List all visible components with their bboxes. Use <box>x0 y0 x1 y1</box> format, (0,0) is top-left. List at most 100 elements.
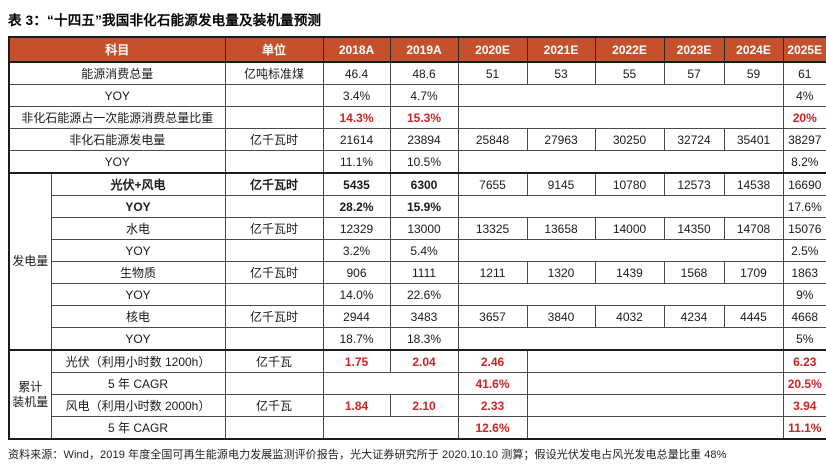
value-cell: 14.0% <box>322 283 391 306</box>
value-cell: 1568 <box>663 261 725 284</box>
table-header-row: 科目 单位 2018A 2019A 2020E 2021E 2022E 2023… <box>8 36 826 63</box>
table-row: YOY 18.7% 18.3% 5% <box>9 327 826 351</box>
value-cell: 5% <box>782 327 826 351</box>
table-row: 风电（利用小时数 2000h） 亿千瓦 1.84 2.10 2.33 3.94 <box>9 394 826 417</box>
unit-cell: 亿千瓦时 <box>224 305 324 328</box>
header-2022e: 2022E <box>594 36 665 63</box>
forecast-table: 科目 单位 2018A 2019A 2020E 2021E 2022E 2023… <box>8 36 826 440</box>
table-body: 能源消费总量 亿吨标准煤 46.4 48.6 51 53 55 57 59 61 YOY 3.4% 4.… <box>8 61 826 440</box>
value-cell: 2.5% <box>782 239 826 262</box>
unit-cell: 亿千瓦时 <box>224 172 324 196</box>
unit-cell: 亿千瓦时 <box>224 261 324 284</box>
value-cell: 48.6 <box>389 61 459 85</box>
value-cell: 8.2% <box>782 150 826 174</box>
value-cell: 1111 <box>389 261 459 284</box>
value-cell: 15.9% <box>389 195 459 218</box>
value-cell: 18.3% <box>389 327 459 351</box>
row-label: 非化石能源占一次能源消费总量比重 <box>8 106 226 129</box>
value-cell: 4445 <box>723 305 784 328</box>
header-2024e: 2024E <box>723 36 784 63</box>
header-2019a: 2019A <box>389 36 459 63</box>
value-cell: 3657 <box>457 305 528 328</box>
header-2018a: 2018A <box>322 36 391 63</box>
value-cell: 2.04 <box>389 349 459 373</box>
value-cell: 1.84 <box>322 394 391 417</box>
value-cell: 11.1% <box>322 150 391 174</box>
unit-cell: 亿吨标准煤 <box>224 61 324 85</box>
value-cell: 10780 <box>594 172 665 196</box>
unit-cell <box>224 239 324 262</box>
header-2025e: 2025E <box>782 36 826 63</box>
group-label: 发电量 <box>8 172 52 351</box>
value-cell: 3.4% <box>322 84 391 107</box>
value-cell: 10.5% <box>389 150 459 174</box>
table-row: 核电 亿千瓦时 2944 3483 3657 3840 4032 4234 4445 4668 <box>9 305 826 328</box>
value-cell: 23894 <box>389 128 459 151</box>
table-row: 水电 亿千瓦时 12329 13000 13325 13658 14000 14350 1470… <box>9 217 826 240</box>
value-cell: 12329 <box>322 217 391 240</box>
value-cell: 1320 <box>526 261 596 284</box>
table-row: YOY 28.2% 15.9% 17.6% <box>9 195 826 218</box>
value-cell: 20% <box>782 106 826 129</box>
value-cell: 17.6% <box>782 195 826 218</box>
value-cell: 13000 <box>389 217 459 240</box>
unit-cell <box>224 372 324 395</box>
value-cell: 13325 <box>457 217 528 240</box>
unit-cell <box>224 195 324 218</box>
value-cell: 4668 <box>782 305 826 328</box>
unit-cell <box>224 106 324 129</box>
value-cell <box>457 327 784 351</box>
value-cell: 14000 <box>594 217 665 240</box>
unit-cell <box>224 283 324 306</box>
header-subject: 科目 <box>8 36 226 63</box>
value-cell: 15.3% <box>389 106 459 129</box>
unit-cell: 亿千瓦 <box>224 349 324 373</box>
unit-cell: 亿千瓦 <box>224 394 324 417</box>
value-cell <box>457 106 784 129</box>
header-2020e: 2020E <box>457 36 528 63</box>
value-cell: 4% <box>782 84 826 107</box>
value-cell: 32724 <box>663 128 725 151</box>
table-row: YOY 3.4% 4.7% 4% <box>8 84 826 107</box>
row-label: YOY <box>8 84 226 107</box>
value-cell: 15076 <box>782 217 826 240</box>
value-cell: 12.6% <box>457 416 528 440</box>
value-cell <box>526 349 784 373</box>
table-row: YOY 3.2% 5.4% 2.5% <box>9 239 826 262</box>
value-cell <box>457 150 784 174</box>
table-row: 生物质 亿千瓦时 906 1111 1211 1320 1439 1568 1709 1863 <box>9 261 826 284</box>
value-cell <box>457 239 784 262</box>
value-cell: 14708 <box>723 217 784 240</box>
unit-cell <box>224 84 324 107</box>
unit-cell: 亿千瓦时 <box>224 217 324 240</box>
value-cell: 18.7% <box>322 327 391 351</box>
value-cell: 57 <box>663 61 725 85</box>
unit-cell <box>224 150 324 174</box>
value-cell: 25848 <box>457 128 528 151</box>
row-label: 5 年 CAGR <box>50 416 226 440</box>
value-cell: 14.3% <box>322 106 391 129</box>
value-cell: 59 <box>723 61 784 85</box>
table-title: 表 3：“十四五”我国非化石能源发电量及装机量预测 <box>8 13 322 28</box>
value-cell: 2.33 <box>457 394 528 417</box>
row-label: YOY <box>50 283 226 306</box>
value-cell <box>322 416 459 440</box>
row-label: YOY <box>50 239 226 262</box>
row-label: 能源消费总量 <box>8 61 226 85</box>
value-cell: 30250 <box>594 128 665 151</box>
table-row: 非化石能源发电量 亿千瓦时 21614 23894 25848 27963 30250 327… <box>8 128 826 151</box>
value-cell: 6300 <box>389 172 459 196</box>
table-row: 发电量 光伏+风电 亿千瓦时 5435 6300 7655 9145 10780 12573 14… <box>8 172 826 351</box>
value-cell: 11.1% <box>782 416 826 440</box>
value-cell: 7655 <box>457 172 528 196</box>
value-cell: 4.7% <box>389 84 459 107</box>
value-cell: 46.4 <box>322 61 391 85</box>
value-cell: 35401 <box>723 128 784 151</box>
value-cell: 1211 <box>457 261 528 284</box>
header-2023e: 2023E <box>663 36 725 63</box>
value-cell: 16690 <box>782 172 826 196</box>
table-row: 5 年 CAGR 12.6% 11.1% <box>9 416 826 440</box>
value-cell: 1439 <box>594 261 665 284</box>
value-cell: 14350 <box>663 217 725 240</box>
value-cell: 55 <box>594 61 665 85</box>
